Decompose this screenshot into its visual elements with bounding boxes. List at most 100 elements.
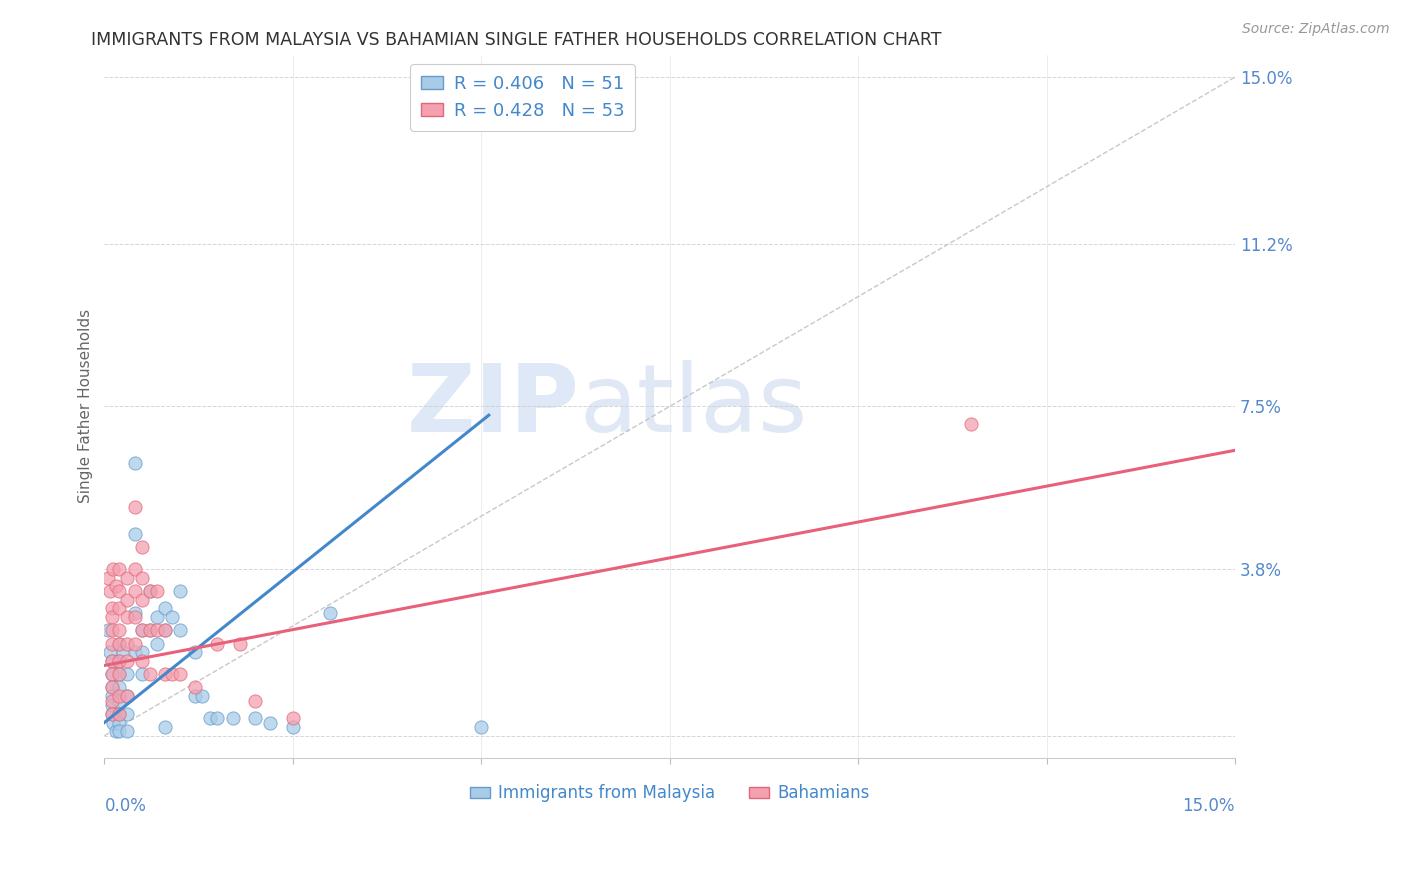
Point <box>138 583 160 598</box>
Point <box>101 706 124 721</box>
Point <box>131 667 153 681</box>
Point <box>124 606 146 620</box>
Point <box>319 606 342 620</box>
Point <box>101 610 124 624</box>
Point <box>115 689 138 703</box>
Point <box>138 624 160 638</box>
Point <box>124 583 146 598</box>
Point <box>115 636 138 650</box>
Point <box>101 698 124 712</box>
Point <box>243 693 266 707</box>
Point <box>138 583 160 598</box>
Point <box>101 667 124 681</box>
Point <box>146 624 169 638</box>
Point <box>243 711 266 725</box>
Point <box>108 667 131 681</box>
Point <box>103 562 125 576</box>
Point <box>103 715 125 730</box>
Point <box>101 654 124 668</box>
Point <box>160 610 183 624</box>
Point <box>115 667 138 681</box>
Point <box>115 592 138 607</box>
Point <box>115 610 138 624</box>
Text: 15.0%: 15.0% <box>1182 797 1234 814</box>
Point <box>138 667 160 681</box>
Point <box>100 583 122 598</box>
Text: Source: ZipAtlas.com: Source: ZipAtlas.com <box>1241 22 1389 37</box>
Point <box>124 500 146 515</box>
Point <box>108 706 131 721</box>
Point <box>104 579 127 593</box>
Point <box>108 689 131 703</box>
Point <box>101 601 124 615</box>
Legend: Immigrants from Malaysia, Bahamians: Immigrants from Malaysia, Bahamians <box>463 778 876 809</box>
Point <box>184 689 207 703</box>
Point <box>470 720 492 734</box>
Point <box>108 667 131 681</box>
Point <box>108 715 131 730</box>
Text: atlas: atlas <box>579 360 807 452</box>
Point <box>124 610 146 624</box>
Point <box>108 624 131 638</box>
Point <box>108 693 131 707</box>
Point <box>108 681 131 695</box>
Point <box>146 610 169 624</box>
Point <box>101 667 124 681</box>
Point <box>108 706 131 721</box>
Point <box>191 689 214 703</box>
Point <box>124 636 146 650</box>
Point <box>169 667 191 681</box>
Point <box>101 636 124 650</box>
Point <box>146 636 169 650</box>
Point <box>131 592 153 607</box>
Point <box>104 724 127 739</box>
Text: IMMIGRANTS FROM MALAYSIA VS BAHAMIAN SINGLE FATHER HOUSEHOLDS CORRELATION CHART: IMMIGRANTS FROM MALAYSIA VS BAHAMIAN SIN… <box>91 31 942 49</box>
Point <box>229 636 252 650</box>
Point <box>101 681 124 695</box>
Point <box>115 724 138 739</box>
Point <box>124 457 146 471</box>
Point <box>153 601 176 615</box>
Point <box>131 654 153 668</box>
Point <box>97 571 120 585</box>
Y-axis label: Single Father Households: Single Father Households <box>79 310 93 503</box>
Point <box>112 645 135 659</box>
Point <box>153 667 176 681</box>
Point <box>184 645 207 659</box>
Point <box>160 667 183 681</box>
Point <box>108 654 131 668</box>
Point <box>207 636 229 650</box>
Point <box>124 645 146 659</box>
Point <box>131 540 153 554</box>
Point <box>101 624 124 638</box>
Point <box>101 654 124 668</box>
Point <box>960 417 983 431</box>
Point <box>146 583 169 598</box>
Point <box>169 624 191 638</box>
Point <box>108 601 131 615</box>
Point <box>101 681 124 695</box>
Point <box>108 636 131 650</box>
Point <box>108 724 131 739</box>
Point <box>153 720 176 734</box>
Point <box>108 636 131 650</box>
Point <box>124 526 146 541</box>
Point <box>108 583 131 598</box>
Point <box>115 571 138 585</box>
Point <box>115 706 138 721</box>
Point <box>115 689 138 703</box>
Point <box>259 715 281 730</box>
Point <box>221 711 243 725</box>
Point <box>124 562 146 576</box>
Point <box>281 711 304 725</box>
Text: ZIP: ZIP <box>406 360 579 452</box>
Point <box>207 711 229 725</box>
Point <box>281 720 304 734</box>
Point <box>131 571 153 585</box>
Point <box>153 624 176 638</box>
Point <box>131 645 153 659</box>
Point <box>101 706 124 721</box>
Point <box>131 624 153 638</box>
Point <box>101 689 124 703</box>
Point <box>169 583 191 598</box>
